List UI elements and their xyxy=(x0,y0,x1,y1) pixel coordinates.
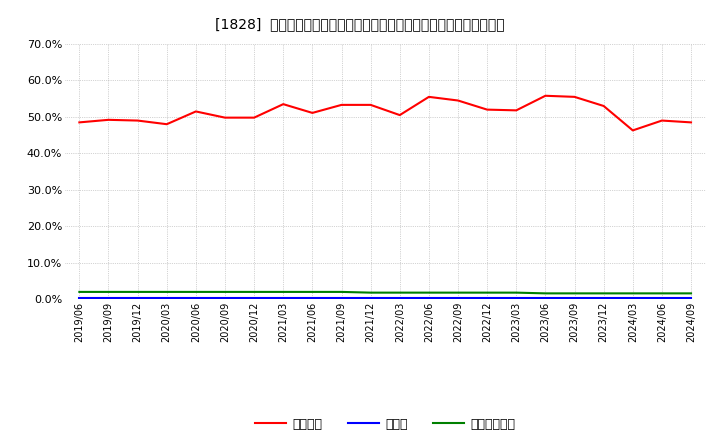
自己資本 xyxy=(687,120,696,125)
のれん xyxy=(133,296,142,301)
自己資本 xyxy=(75,120,84,125)
のれん xyxy=(629,296,637,301)
自己資本 xyxy=(512,108,521,113)
Line: 自己資本: 自己資本 xyxy=(79,96,691,130)
自己資本 xyxy=(220,115,229,120)
繰延税金資産 xyxy=(75,289,84,294)
繰延税金資産 xyxy=(512,290,521,295)
自己資本 xyxy=(308,110,317,116)
繰延税金資産 xyxy=(570,291,579,296)
自己資本 xyxy=(192,109,200,114)
のれん xyxy=(250,296,258,301)
自己資本 xyxy=(454,98,462,103)
自己資本 xyxy=(337,102,346,107)
自己資本 xyxy=(395,113,404,118)
のれん xyxy=(570,296,579,301)
自己資本 xyxy=(163,121,171,127)
のれん xyxy=(687,296,696,301)
繰延税金資産 xyxy=(308,289,317,294)
自己資本 xyxy=(250,115,258,120)
のれん xyxy=(657,296,666,301)
繰延税金資産 xyxy=(279,289,287,294)
自己資本 xyxy=(483,107,492,112)
繰延税金資産 xyxy=(599,291,608,296)
のれん xyxy=(337,296,346,301)
のれん xyxy=(483,296,492,301)
繰延税金資産 xyxy=(220,289,229,294)
自己資本 xyxy=(366,102,375,107)
自己資本 xyxy=(133,118,142,123)
繰延税金資産 xyxy=(163,289,171,294)
のれん xyxy=(425,296,433,301)
繰延税金資産 xyxy=(454,290,462,295)
繰延税金資産 xyxy=(337,289,346,294)
Legend: 自己資本, のれん, 繰延税金資産: 自己資本, のれん, 繰延税金資産 xyxy=(251,413,521,436)
自己資本 xyxy=(570,94,579,99)
のれん xyxy=(104,296,113,301)
繰延税金資産 xyxy=(192,289,200,294)
繰延税金資産 xyxy=(395,290,404,295)
のれん xyxy=(395,296,404,301)
繰延税金資産 xyxy=(541,291,550,296)
Text: [1828]  自己資本、のれん、繰延税金資産の総資産に対する比率の推移: [1828] 自己資本、のれん、繰延税金資産の総資産に対する比率の推移 xyxy=(215,18,505,32)
自己資本 xyxy=(629,128,637,133)
繰延税金資産 xyxy=(425,290,433,295)
繰延税金資産 xyxy=(657,291,666,296)
のれん xyxy=(512,296,521,301)
のれん xyxy=(220,296,229,301)
繰延税金資産 xyxy=(250,289,258,294)
のれん xyxy=(308,296,317,301)
自己資本 xyxy=(657,118,666,123)
Line: 繰延税金資産: 繰延税金資産 xyxy=(79,292,691,293)
自己資本 xyxy=(279,102,287,107)
繰延税金資産 xyxy=(366,290,375,295)
のれん xyxy=(454,296,462,301)
繰延税金資産 xyxy=(104,289,113,294)
自己資本 xyxy=(104,117,113,122)
自己資本 xyxy=(425,94,433,99)
自己資本 xyxy=(541,93,550,99)
のれん xyxy=(366,296,375,301)
自己資本 xyxy=(599,103,608,109)
のれん xyxy=(75,296,84,301)
のれん xyxy=(279,296,287,301)
繰延税金資産 xyxy=(133,289,142,294)
繰延税金資産 xyxy=(483,290,492,295)
のれん xyxy=(599,296,608,301)
のれん xyxy=(192,296,200,301)
繰延税金資産 xyxy=(629,291,637,296)
繰延税金資産 xyxy=(687,291,696,296)
のれん xyxy=(163,296,171,301)
のれん xyxy=(541,296,550,301)
